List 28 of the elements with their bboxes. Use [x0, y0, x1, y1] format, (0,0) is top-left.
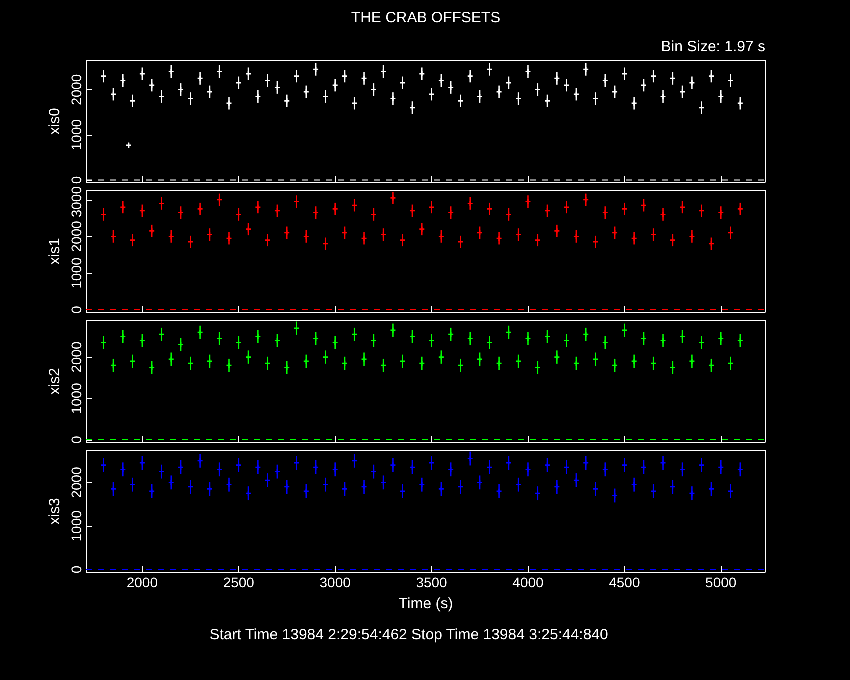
y-tick-label: 0: [68, 436, 84, 444]
y-tick-label: 0: [68, 176, 84, 184]
x-axis-title: Time (s): [398, 596, 454, 612]
text: Start Time 13984 2:29:54:462 Stop Time 13984 3:25:44:840: [210, 626, 608, 644]
x-tick-label: 5000: [706, 574, 737, 590]
y-tick-label: 1000: [68, 510, 84, 542]
y-tick-label: 2000: [68, 342, 84, 373]
y-tick-label: 0: [68, 566, 84, 574]
y-tick-label: 1000: [68, 119, 84, 151]
y-tick-label: 1000: [68, 258, 84, 289]
chart-title: THE CRAB OFFSETS: [351, 10, 501, 26]
y-axis-title: xis1: [46, 238, 64, 265]
y-tick-label: 2000: [68, 466, 84, 498]
y-axis-title: xis3: [46, 498, 64, 525]
y-tick-label: 0: [68, 306, 84, 314]
x-tick-label: 2000: [126, 574, 158, 590]
text: Bin Size: 1.97 s: [661, 38, 766, 56]
y-axis-title: xis0: [46, 108, 64, 135]
y-tick-label: 2000: [68, 220, 84, 252]
x-tick-label: 4500: [609, 574, 640, 590]
y-tick-label: 1000: [68, 382, 84, 414]
x-tick-label: 2500: [223, 574, 255, 590]
y-tick-label: 3000: [68, 186, 84, 218]
x-tick-label: 3500: [416, 574, 448, 590]
y-axis-title: xis2: [46, 368, 64, 395]
x-tick-label: 3000: [320, 574, 352, 590]
y-tick-label: 2000: [68, 74, 84, 106]
x-tick-label: 4000: [512, 574, 544, 590]
